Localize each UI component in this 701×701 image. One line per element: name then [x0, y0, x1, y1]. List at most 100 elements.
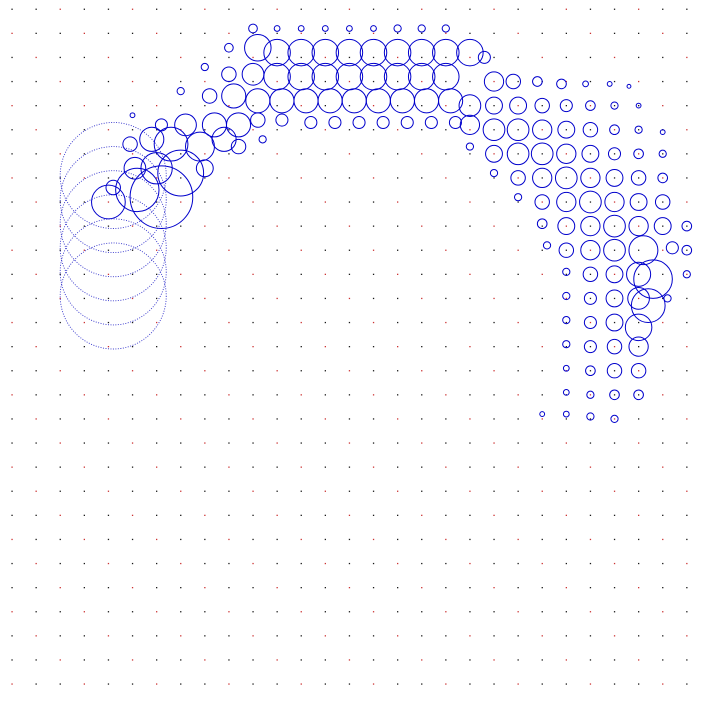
grid-dot — [613, 611, 616, 613]
grid-dot — [83, 683, 85, 685]
grid-dot-layer — [11, 8, 688, 685]
grid-dot — [638, 611, 640, 613]
circle-marker — [580, 240, 601, 261]
grid-dot — [83, 538, 85, 541]
grid-dot — [83, 225, 85, 227]
grid-dot — [565, 346, 567, 348]
grid-dot — [300, 418, 302, 420]
grid-dot — [686, 538, 688, 541]
grid-dot — [228, 514, 230, 516]
grid-dot — [107, 297, 110, 300]
circle-marker — [485, 144, 503, 163]
grid-dot — [35, 370, 37, 372]
grid-dot — [517, 153, 519, 155]
circle-marker — [628, 215, 649, 237]
grid-dot — [324, 80, 326, 83]
circle-marker — [424, 115, 438, 129]
grid-dot — [35, 611, 37, 613]
grid-dot — [324, 249, 326, 251]
grid-dot — [107, 562, 110, 565]
grid-dot — [11, 562, 13, 565]
grid-dot — [613, 490, 616, 492]
grid-dot — [565, 562, 567, 565]
grid-dot — [541, 394, 543, 396]
grid-dot — [372, 659, 375, 661]
circle-marker — [432, 38, 460, 67]
grid-dot — [421, 177, 423, 179]
circle-marker — [562, 267, 571, 277]
circle-marker — [448, 115, 462, 129]
grid-dot — [541, 587, 543, 589]
grid-dot — [83, 514, 85, 516]
grid-dot — [324, 273, 326, 275]
grid-dot — [276, 321, 278, 324]
grid-dot — [638, 418, 640, 420]
grid-dot — [372, 346, 375, 348]
grid-dot — [252, 201, 254, 203]
dotted-circle-marker — [59, 218, 167, 326]
grid-dot — [589, 635, 592, 637]
grid-dot — [686, 177, 688, 179]
grid-dot — [445, 466, 447, 468]
grid-dot — [372, 153, 375, 155]
grid-dot — [662, 225, 664, 227]
grid-dot — [324, 514, 326, 516]
grid-dot — [517, 80, 519, 83]
circle-marker — [605, 265, 624, 284]
grid-dot — [517, 105, 519, 107]
grid-dot — [421, 56, 423, 59]
grid-dot — [107, 80, 110, 83]
grid-dot — [11, 153, 13, 155]
circle-marker — [559, 99, 573, 113]
grid-dot — [638, 225, 640, 227]
grid-dot — [686, 321, 688, 324]
grid-dot — [107, 587, 110, 589]
grid-dot — [397, 562, 399, 565]
grid-dot — [180, 514, 182, 516]
grid-dot — [421, 249, 423, 251]
grid-dot — [228, 177, 230, 179]
grid-dot — [83, 129, 85, 131]
grid-dot — [252, 635, 254, 637]
grid-dot — [276, 490, 278, 492]
grid-dot — [228, 683, 230, 685]
circle-marker — [335, 38, 364, 67]
grid-dot — [131, 8, 134, 10]
grid-dot — [11, 129, 13, 131]
grid-dot — [662, 635, 664, 637]
circle-marker — [556, 78, 567, 90]
circle-marker — [129, 165, 194, 230]
grid-dot — [276, 105, 278, 107]
grid-dot — [517, 635, 519, 637]
grid-dot — [300, 394, 302, 396]
circle-marker-layer — [91, 23, 693, 424]
circle-marker — [129, 112, 136, 119]
grid-dot — [300, 105, 302, 107]
grid-dot — [372, 80, 375, 83]
grid-dot — [493, 683, 495, 685]
grid-dot — [180, 105, 182, 107]
grid-dot — [180, 394, 182, 396]
grid-dot — [204, 683, 206, 685]
grid-dot — [348, 105, 351, 107]
grid-dot — [131, 80, 134, 83]
grid-dot — [180, 635, 182, 637]
grid-dot — [300, 538, 302, 541]
grid-dot — [324, 394, 326, 396]
grid-dot — [348, 32, 351, 34]
grid-dot — [469, 32, 471, 34]
grid-dot — [372, 394, 375, 396]
grid-dot — [131, 32, 134, 34]
grid-dot — [638, 562, 640, 565]
grid-dot — [348, 80, 351, 83]
grid-dot — [589, 370, 592, 372]
grid-dot — [180, 56, 182, 59]
grid-dot — [204, 538, 206, 541]
grid-dot — [421, 8, 423, 10]
circle-marker — [626, 261, 652, 287]
circle-marker — [581, 144, 600, 163]
grid-dot — [204, 8, 206, 10]
grid-dot — [541, 370, 543, 372]
grid-dot — [59, 56, 61, 59]
circle-marker — [438, 88, 464, 114]
